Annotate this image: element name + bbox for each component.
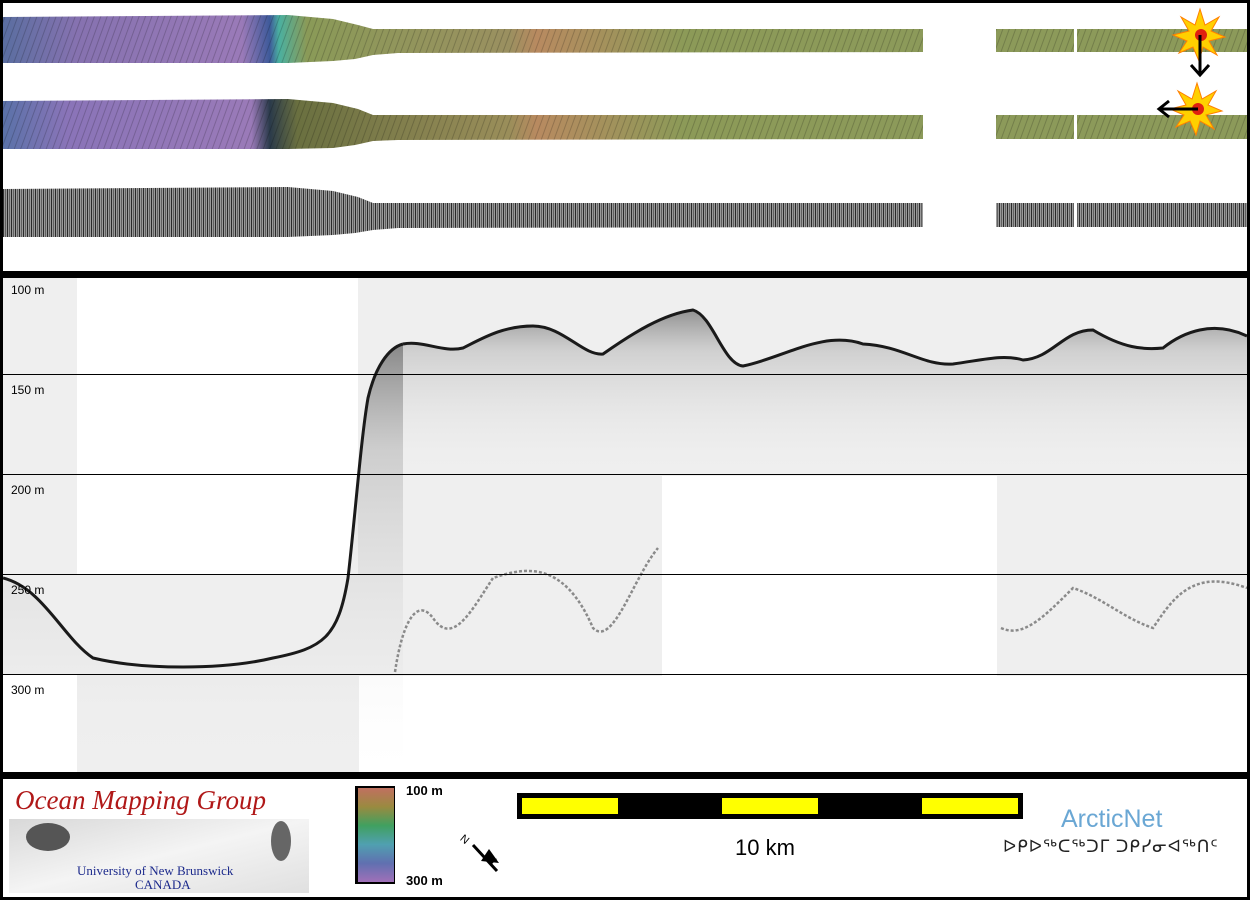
depth-gridline: [3, 674, 1247, 675]
colorbar-bottom-label: 300 m: [406, 873, 443, 888]
subbottom-profile-panel: 100 m 150 m 200 m 250 m 300 m: [3, 278, 1247, 772]
swath-strips: [3, 7, 1247, 237]
north-arrow-icon: N: [457, 833, 499, 873]
sonar-image-icon: [271, 821, 291, 861]
down-arrow-icon: [1189, 35, 1211, 78]
org-country: CANADA: [135, 877, 191, 892]
org-name: Ocean Mapping Group: [15, 785, 266, 815]
colorbar-top-label: 100 m: [406, 783, 443, 798]
depth-label-200: 200 m: [11, 483, 45, 497]
north-label: N: [457, 833, 471, 847]
swath-strip-shaded-2: [3, 99, 1247, 149]
swath-strip-backscatter: [3, 187, 1247, 237]
partner-syllabics: ᐅᑭᐅᖅᑕᖅᑐᒥ ᑐᑭᓯᓂᐊᖅᑎᑦ: [1003, 837, 1219, 856]
legend-panel: N Ocean Mapping Group University of New …: [3, 779, 1247, 897]
sonar-image-icon: [26, 823, 70, 851]
org-university: University of New Brunswick: [77, 863, 234, 878]
scale-bar: [517, 793, 1023, 819]
partner-name: ArcticNet: [1061, 805, 1163, 833]
echogram-graphic: [3, 278, 1247, 772]
left-arrow-icon: [1156, 99, 1198, 119]
depth-label-250: 250 m: [11, 583, 45, 597]
swath-strip-shaded-1: [3, 15, 1247, 63]
depth-label-150: 150 m: [11, 383, 45, 397]
legend-graphics: N: [9, 786, 1023, 893]
depth-gridline: [3, 374, 1247, 375]
depth-label-100: 100 m: [11, 283, 45, 297]
swath-mosaic-panel: [3, 3, 1247, 271]
scale-bar-label: 10 km: [735, 835, 795, 860]
depth-label-300: 300 m: [11, 683, 45, 697]
depth-gridline: [3, 474, 1247, 475]
depth-gridline: [3, 574, 1247, 575]
